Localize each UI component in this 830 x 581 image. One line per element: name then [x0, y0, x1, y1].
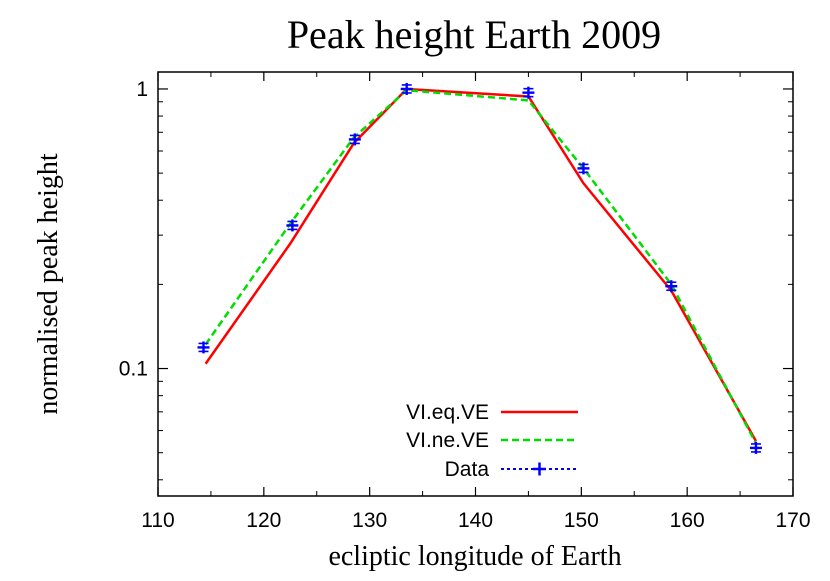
x-tick-label: 120 [246, 509, 281, 532]
x-tick-label: 150 [564, 509, 599, 532]
y-tick-label: 1 [136, 78, 148, 101]
data-point [400, 82, 413, 95]
x-tick-label: 140 [458, 509, 493, 532]
legend-label-vi-eq-ve: VI.eq.VE [406, 401, 489, 424]
legend-label-vi-ne-ve: VI.ne.VE [406, 429, 489, 452]
x-axis: 110 120 130 140 150 160 170 [141, 72, 811, 532]
series-line-vi-eq-ve [204, 87, 758, 442]
data-point [522, 86, 535, 99]
chart-title: Peak height Earth 2009 [287, 12, 661, 57]
data-point [348, 133, 361, 146]
data-point [577, 162, 590, 175]
y-axis: 0.11 [119, 78, 793, 481]
x-tick-label: 110 [141, 509, 174, 532]
legend-sample-data-marker [533, 462, 546, 476]
data-point [286, 219, 299, 232]
x-tick-label: 170 [775, 509, 810, 532]
data-point [197, 341, 210, 354]
data-point [665, 280, 678, 293]
x-tick-label: 130 [352, 509, 387, 532]
y-axis-label: normalised peak height [33, 153, 64, 414]
legend: VI.eq.VE VI.ne.VE Data [406, 401, 578, 481]
series-line-vi-ne-ve [204, 88, 758, 444]
data-point [749, 441, 762, 454]
y-tick-label: 0.1 [119, 358, 148, 381]
legend-label-data: Data [445, 458, 490, 481]
series-layer [197, 82, 762, 454]
x-axis-label: ecliptic longitude of Earth [328, 541, 621, 572]
x-tick-label: 160 [670, 509, 705, 532]
